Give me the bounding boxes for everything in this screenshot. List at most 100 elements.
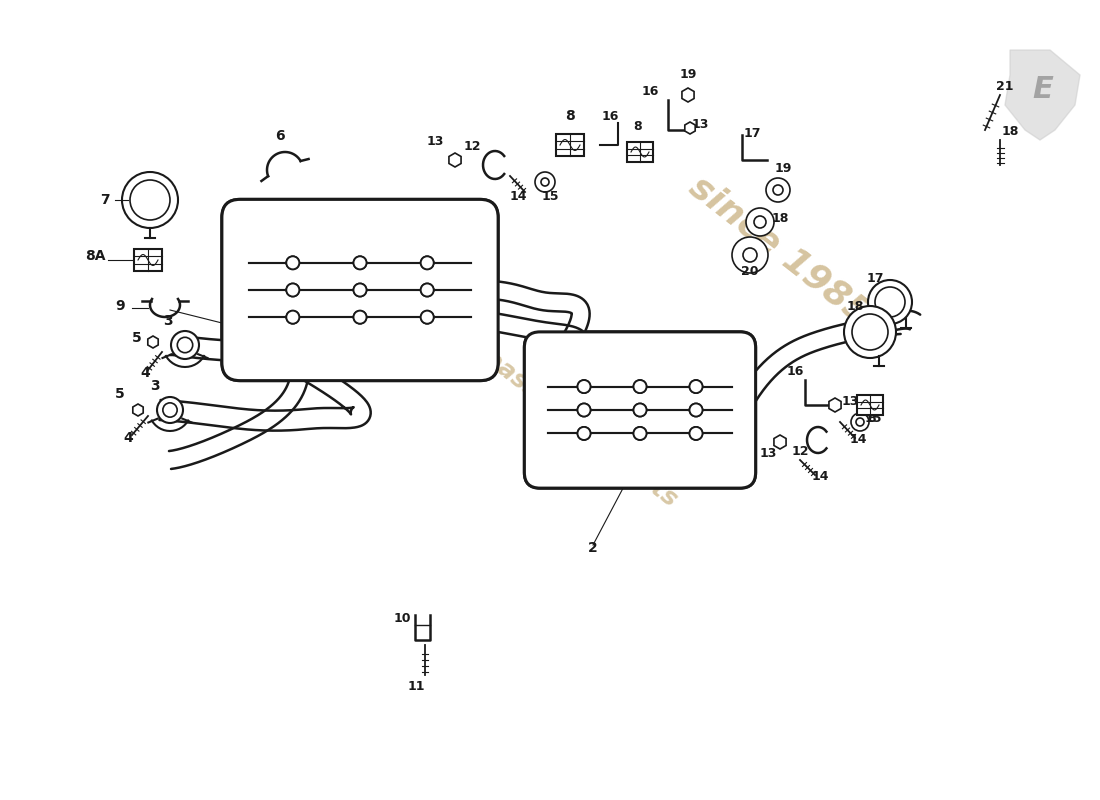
Text: a passion for parts: a passion for parts (458, 329, 682, 511)
Circle shape (578, 427, 591, 440)
Circle shape (420, 256, 433, 270)
Polygon shape (859, 310, 921, 339)
Circle shape (746, 208, 774, 236)
Circle shape (766, 178, 790, 202)
Circle shape (353, 256, 366, 270)
Text: 18: 18 (1001, 125, 1019, 138)
Text: 12: 12 (463, 140, 481, 153)
Circle shape (844, 306, 896, 358)
Circle shape (690, 403, 703, 417)
Circle shape (690, 380, 703, 393)
Circle shape (286, 256, 299, 270)
Text: 11: 11 (407, 680, 425, 693)
Text: 18: 18 (846, 300, 864, 313)
Polygon shape (733, 316, 901, 414)
Text: 18: 18 (771, 212, 789, 225)
FancyBboxPatch shape (222, 199, 498, 381)
Circle shape (634, 380, 647, 393)
Circle shape (634, 427, 647, 440)
Circle shape (157, 397, 183, 423)
Circle shape (122, 172, 178, 228)
Text: 3: 3 (151, 379, 160, 393)
FancyBboxPatch shape (525, 332, 756, 488)
Text: 4: 4 (140, 366, 150, 380)
Polygon shape (774, 435, 786, 449)
Circle shape (286, 283, 299, 297)
Circle shape (130, 180, 170, 220)
Circle shape (754, 216, 766, 228)
Circle shape (868, 280, 912, 324)
Circle shape (163, 403, 177, 417)
Text: 5: 5 (116, 387, 125, 401)
Circle shape (690, 380, 703, 393)
Text: 16: 16 (602, 110, 618, 123)
Text: since 1985: since 1985 (683, 170, 877, 330)
Circle shape (420, 283, 433, 297)
Text: 13: 13 (691, 118, 708, 131)
Polygon shape (449, 153, 461, 167)
Text: 8: 8 (868, 412, 877, 425)
Text: 17: 17 (867, 272, 883, 285)
Circle shape (732, 237, 768, 273)
Circle shape (353, 310, 366, 324)
Polygon shape (433, 311, 590, 399)
Text: 15: 15 (865, 412, 882, 425)
Text: 16: 16 (641, 85, 659, 98)
Circle shape (286, 310, 299, 324)
Circle shape (420, 256, 433, 270)
Text: 2: 2 (588, 541, 598, 555)
Circle shape (578, 403, 591, 417)
Circle shape (420, 310, 433, 324)
Polygon shape (169, 370, 309, 469)
Circle shape (851, 413, 869, 431)
Circle shape (353, 283, 366, 297)
Polygon shape (1005, 50, 1080, 140)
Text: 8: 8 (634, 120, 642, 133)
Text: 3: 3 (163, 314, 173, 328)
FancyBboxPatch shape (525, 332, 756, 488)
Polygon shape (829, 398, 842, 412)
Text: 19: 19 (774, 162, 792, 175)
Circle shape (353, 256, 366, 270)
Circle shape (353, 310, 366, 324)
Bar (556, 134, 584, 156)
Text: E: E (1033, 75, 1054, 105)
Text: 13: 13 (842, 395, 859, 408)
Circle shape (690, 403, 703, 417)
Text: 15: 15 (541, 190, 559, 203)
Circle shape (578, 380, 591, 393)
Circle shape (535, 172, 556, 192)
Circle shape (170, 331, 199, 359)
Circle shape (177, 338, 192, 353)
Circle shape (634, 403, 647, 417)
Text: 21: 21 (997, 80, 1014, 93)
Circle shape (856, 418, 864, 426)
Text: 1: 1 (460, 199, 470, 213)
Text: 13: 13 (759, 447, 777, 460)
Circle shape (420, 283, 433, 297)
Text: 20: 20 (741, 265, 759, 278)
Text: 16: 16 (786, 365, 804, 378)
Text: 6: 6 (275, 129, 285, 143)
Circle shape (690, 427, 703, 440)
Bar (627, 142, 653, 162)
Polygon shape (682, 88, 694, 102)
Polygon shape (174, 334, 340, 362)
Circle shape (353, 283, 366, 297)
Circle shape (874, 287, 905, 317)
Circle shape (773, 185, 783, 195)
Polygon shape (133, 404, 143, 416)
Circle shape (742, 248, 757, 262)
Circle shape (690, 427, 703, 440)
Circle shape (541, 178, 549, 186)
Circle shape (578, 380, 591, 393)
Bar (134, 249, 162, 271)
Bar (857, 395, 883, 415)
Text: 5: 5 (132, 331, 142, 345)
Circle shape (578, 427, 591, 440)
Text: 8A: 8A (85, 249, 106, 263)
Text: 14: 14 (812, 470, 828, 483)
Circle shape (286, 256, 299, 270)
Circle shape (634, 380, 647, 393)
Text: 14: 14 (849, 433, 867, 446)
